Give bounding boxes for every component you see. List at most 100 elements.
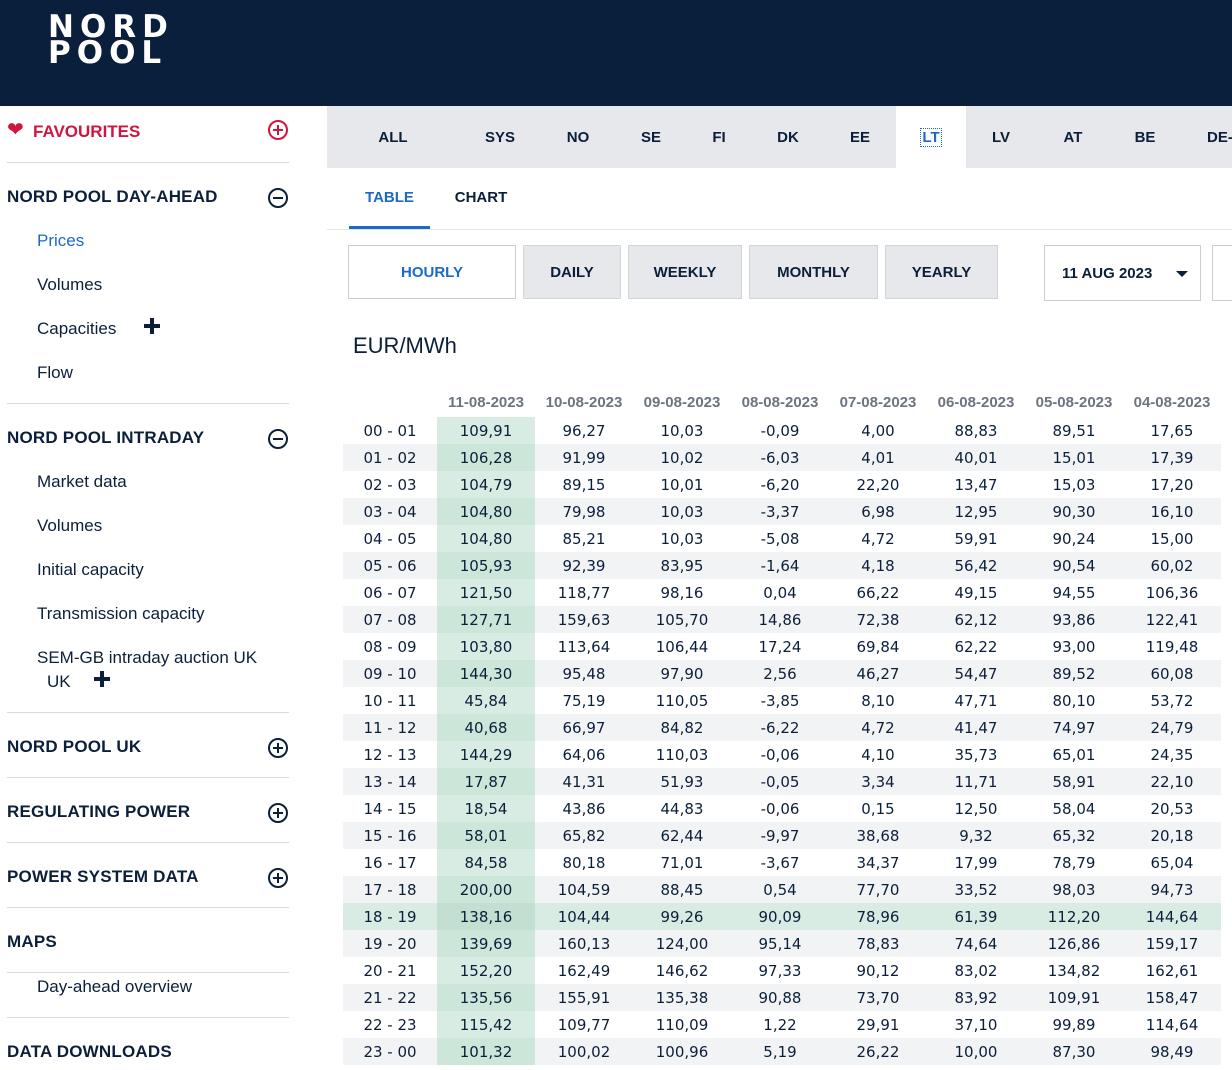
table-row: 14 - 15 18,54 43,86 44,83 -0,06 0,15 12,50 58,0… — [343, 795, 1221, 822]
weekly-button[interactable]: WEEKLY — [628, 245, 742, 299]
daily-button[interactable]: DAILY — [523, 245, 621, 299]
sidebar-item-day-ahead-overview[interactable]: Day-ahead overview — [37, 977, 192, 996]
price-cell: 88,45 — [633, 876, 731, 903]
expand-sem-gb-icon[interactable] — [94, 671, 110, 687]
price-cell: 98,03 — [1025, 876, 1123, 903]
tab-area-se[interactable]: SE — [640, 129, 661, 146]
table-row: 02 - 03 104,79 89,15 10,01 -6,20 22,20 13,47 15… — [343, 471, 1221, 498]
nord-pool-logo[interactable]: NORD POOL — [48, 12, 174, 69]
tab-table[interactable]: TABLE — [349, 168, 430, 229]
price-cell: 80,10 — [1025, 687, 1123, 714]
hour-cell: 13 - 14 — [343, 768, 437, 795]
sidebar-item-prices[interactable]: Prices — [37, 231, 85, 250]
price-cell: 146,62 — [633, 957, 731, 984]
column-header[interactable]: 11-08-2023 — [448, 394, 524, 411]
collapse-day-ahead-icon[interactable] — [268, 188, 288, 208]
table-row: 12 - 13 144,29 64,06 110,03 -0,06 4,10 35,73 65… — [343, 741, 1221, 768]
price-cell: 0,15 — [829, 795, 927, 822]
price-cell: 5,19 — [731, 1038, 829, 1065]
price-cell: 127,71 — [437, 606, 535, 633]
tab-area-all[interactable]: ALL — [378, 129, 408, 146]
tab-area-ee[interactable]: EE — [849, 129, 870, 146]
column-header[interactable]: 05-08-2023 — [1035, 394, 1113, 411]
price-cell: 4,10 — [829, 741, 927, 768]
expand-system-data-icon[interactable] — [268, 868, 288, 888]
price-cell: 87,30 — [1025, 1038, 1123, 1065]
tab-chart[interactable]: CHART — [454, 189, 508, 206]
price-cell: 22,20 — [829, 471, 927, 498]
price-cell: 60,08 — [1123, 660, 1221, 687]
column-header[interactable]: 10-08-2023 — [545, 394, 623, 411]
column-header[interactable]: 08-08-2023 — [741, 394, 819, 411]
section-intraday[interactable]: NORD POOL INTRADAY — [7, 428, 205, 447]
price-cell: 37,10 — [927, 1011, 1025, 1038]
sidebar-item-volumes[interactable]: Volumes — [37, 275, 103, 294]
section-data-downloads[interactable]: DATA DOWNLOADS — [7, 1042, 172, 1061]
section-power-system-data[interactable]: POWER SYSTEM DATA — [7, 867, 199, 886]
tab-area-be[interactable]: BE — [1134, 129, 1156, 146]
tab-area-de[interactable]: DE- — [1207, 129, 1232, 146]
price-cell: 22,10 — [1123, 768, 1221, 795]
price-cell: 92,39 — [535, 552, 633, 579]
price-cell: -0,09 — [731, 417, 829, 444]
date-next-button[interactable] — [1212, 245, 1232, 301]
sidebar-item-initial-capacity[interactable]: Initial capacity — [37, 560, 144, 579]
price-cell: 15,03 — [1025, 471, 1123, 498]
section-maps[interactable]: MAPS — [7, 932, 57, 951]
tab-area-sys[interactable]: SYS — [484, 129, 515, 146]
expand-regulating-icon[interactable] — [268, 803, 288, 823]
collapse-intraday-icon[interactable] — [268, 429, 288, 449]
section-nord-pool-uk[interactable]: NORD POOL UK — [7, 737, 142, 756]
price-cell: 84,82 — [633, 714, 731, 741]
table-row: 04 - 05 104,80 85,21 10,03 -5,08 4,72 59,91 90,… — [343, 525, 1221, 552]
price-cell: 90,12 — [829, 957, 927, 984]
tab-area-fi[interactable]: FI — [712, 129, 726, 146]
sidebar-item-market-data[interactable]: Market data — [37, 472, 127, 491]
price-cell: 53,72 — [1123, 687, 1221, 714]
hour-cell: 11 - 12 — [343, 714, 437, 741]
tab-area-dk[interactable]: DK — [777, 129, 799, 146]
table-header-row: 11-08-2023 10-08-2023 09-08-2023 08-08-2… — [343, 388, 1221, 417]
price-cell: 54,47 — [927, 660, 1025, 687]
sidebar-item-intraday-volumes[interactable]: Volumes — [37, 516, 103, 535]
column-header[interactable]: 07-08-2023 — [839, 394, 917, 411]
price-cell: 58,91 — [1025, 768, 1123, 795]
price-cell: 126,86 — [1025, 930, 1123, 957]
tab-area-at[interactable]: AT — [1063, 129, 1083, 146]
column-header[interactable]: 06-08-2023 — [937, 394, 1015, 411]
date-select[interactable]: 11 AUG 2023 — [1044, 245, 1201, 301]
favourites-link[interactable]: FAVOURITES — [33, 122, 141, 141]
section-day-ahead[interactable]: NORD POOL DAY-AHEAD — [7, 187, 218, 206]
sidebar-item-sem-gb-auction[interactable]: SEM-GB intraday auction UK — [37, 648, 258, 667]
yearly-button[interactable]: YEARLY — [885, 245, 998, 299]
sidebar-item-transmission-capacity[interactable]: Transmission capacity — [37, 604, 205, 623]
tab-area-lv[interactable]: LV — [991, 129, 1011, 146]
price-cell: -9,97 — [731, 822, 829, 849]
tab-area-lt[interactable]: LT — [896, 106, 966, 168]
price-cell: 162,49 — [535, 957, 633, 984]
sidebar-item-sem-gb-auction-uk[interactable]: UK — [47, 672, 71, 691]
price-cell: 0,04 — [731, 579, 829, 606]
table-row: 19 - 20 139,69 160,13 124,00 95,14 78,83 74,64… — [343, 930, 1221, 957]
hour-cell: 01 - 02 — [343, 444, 437, 471]
price-cell: 17,99 — [927, 849, 1025, 876]
sidebar-divider — [7, 712, 289, 713]
hourly-button[interactable]: HOURLY — [348, 245, 516, 299]
price-cell: 15,00 — [1123, 525, 1221, 552]
price-cell: 77,70 — [829, 876, 927, 903]
favourites-add-icon[interactable] — [268, 120, 288, 140]
section-regulating-power[interactable]: REGULATING POWER — [7, 802, 191, 821]
monthly-button[interactable]: MONTHLY — [749, 245, 878, 299]
price-cell: 94,73 — [1123, 876, 1221, 903]
table-row: 10 - 11 45,84 75,19 110,05 -3,85 8,10 47,71 80,… — [343, 687, 1221, 714]
expand-capacities-icon[interactable] — [144, 318, 160, 334]
sidebar-item-flow[interactable]: Flow — [37, 363, 73, 382]
price-cell: 78,96 — [829, 903, 927, 930]
column-header[interactable]: 04-08-2023 — [1133, 394, 1211, 411]
tab-area-no[interactable]: NO — [566, 129, 590, 146]
sidebar-item-capacities[interactable]: Capacities — [37, 319, 117, 338]
price-cell: 98,16 — [633, 579, 731, 606]
column-header[interactable]: 09-08-2023 — [643, 394, 721, 411]
price-cell: 93,86 — [1025, 606, 1123, 633]
expand-uk-icon[interactable] — [268, 738, 288, 758]
